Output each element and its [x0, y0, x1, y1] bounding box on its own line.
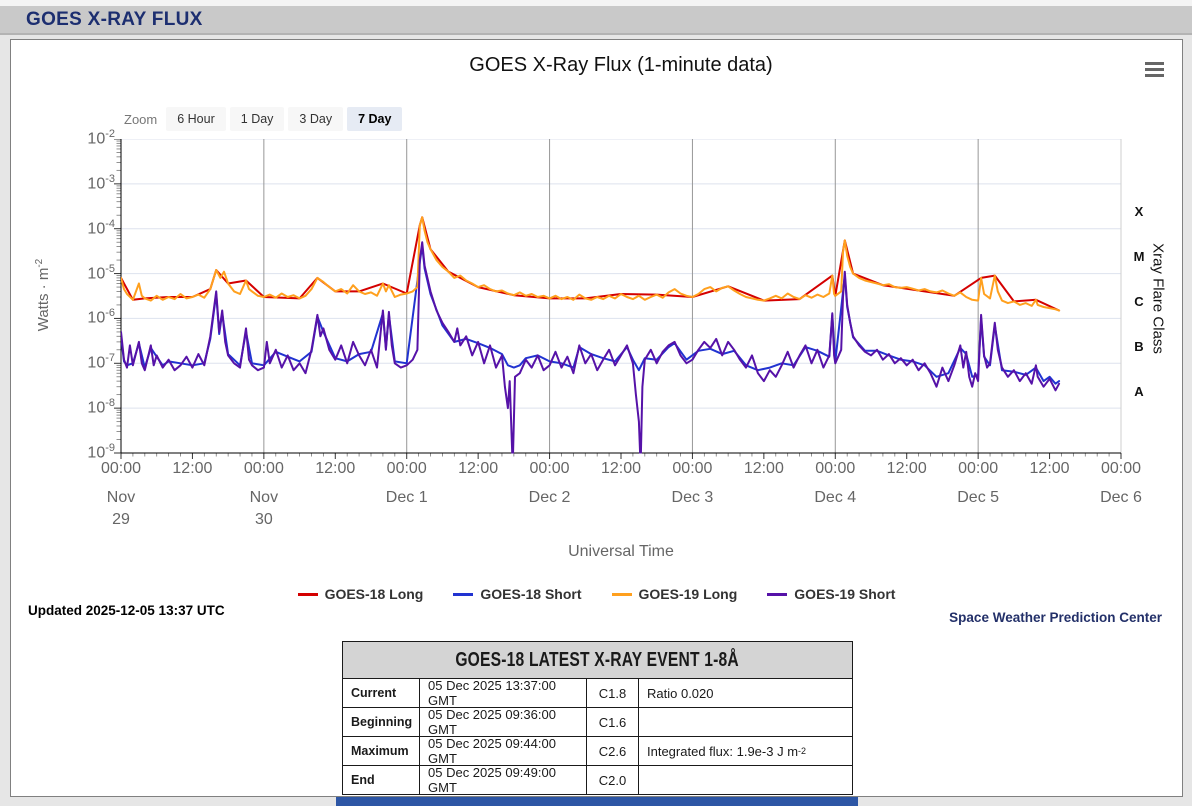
x-axis-date-label: Dec 3 — [671, 489, 714, 506]
legend-label: GOES-19 Short — [794, 586, 896, 602]
y-axis-tick-label: 10-2 — [87, 128, 115, 148]
right-axis-title: Xray Flare Class — [1149, 243, 1167, 354]
plot-area[interactable] — [111, 139, 1131, 469]
x-axis-time-label: 00:00 — [815, 460, 856, 477]
x-axis-time-label: 12:00 — [600, 460, 642, 477]
zoom-controls: Zoom 6 Hour 1 Day 3 Day 7 Day — [124, 106, 406, 132]
x-axis-date-label: Dec 5 — [957, 489, 1000, 506]
legend-swatch — [767, 592, 788, 596]
zoom-button-7day[interactable]: 7 Day — [347, 107, 403, 131]
table-row-current: Current 05 Dec 2025 13:37:00 GMT C1.8 Ra… — [343, 679, 852, 708]
legend-swatch — [611, 592, 632, 596]
zoom-label: Zoom — [124, 111, 158, 127]
x-axis-date-label: Nov 29 — [106, 489, 136, 528]
series-goes-19-long — [121, 216, 1061, 312]
row-class: C1.8 — [587, 679, 639, 707]
x-axis-title: Universal Time — [568, 543, 674, 560]
row-label: Maximum — [343, 737, 420, 765]
row-note — [639, 766, 851, 794]
x-axis-time-label: 12:00 — [172, 460, 213, 477]
legend-label: GOES-19 Long — [638, 586, 738, 602]
x-axis-time-label: 00:00 — [243, 460, 284, 477]
row-note — [639, 708, 851, 736]
zoom-button-3day[interactable]: 3 Day — [288, 107, 344, 131]
legend-item-goes-18-long[interactable]: GOES-18 Long — [297, 586, 424, 602]
flare-class-label-a: A — [1134, 383, 1144, 399]
row-note: Integrated flux: 1.9e-3 J m -2 — [647, 743, 807, 759]
table-row-beginning: Beginning 05 Dec 2025 09:36:00 GMT C1.6 — [343, 708, 852, 737]
x-axis-time-label: 00:00 — [100, 460, 142, 477]
zoom-button-6hour[interactable]: 6 Hour — [166, 107, 226, 131]
row-class: C1.6 — [587, 708, 639, 736]
table-row-maximum: Maximum 05 Dec 2025 09:44:00 GMT C2.6 In… — [343, 737, 852, 766]
legend-swatch — [297, 592, 318, 596]
y-axis-tick-label: 10-3 — [87, 172, 115, 193]
x-axis-time-label: 00:00 — [958, 460, 999, 477]
y-axis-tick-label: 10-4 — [87, 217, 115, 238]
chart-panel: GOES X-Ray Flux (1-minute data) Zoom 6 H… — [10, 39, 1183, 797]
x-axis-time-label: 00:00 — [672, 460, 713, 477]
x-axis-date-label: Dec 1 — [385, 489, 428, 506]
flare-class-label-x: X — [1134, 204, 1144, 220]
x-axis-time-label: 12:00 — [743, 460, 784, 477]
event-table-title: GOES-18 LATEST X-RAY EVENT 1-8Å — [343, 642, 852, 679]
y-axis-tick-label: 10-9 — [87, 442, 115, 462]
legend-label: GOES-18 Long — [324, 586, 424, 602]
legend-label: GOES-18 Short — [480, 586, 582, 602]
row-class: C2.6 — [587, 737, 639, 765]
section-title: GOES X-RAY FLUX — [26, 8, 203, 30]
x-axis-date-label: Dec 2 — [528, 489, 571, 506]
row-time: 05 Dec 2025 09:36:00 GMT — [420, 708, 587, 736]
y-axis-tick-label: 10-6 — [87, 307, 115, 327]
row-time: 05 Dec 2025 13:37:00 GMT — [420, 679, 587, 707]
x-axis-time-label: 00:00 — [386, 460, 427, 477]
x-axis-date-label: Dec 4 — [814, 489, 857, 506]
y-axis-tick-label: 10-8 — [87, 397, 115, 417]
updated-timestamp: Updated 2025-12-05 13:37 UTC — [28, 603, 225, 618]
x-axis-time-label: 12:00 — [315, 460, 356, 477]
series-goes-19-short — [121, 241, 1061, 454]
chart-title: GOES X-Ray Flux (1-minute data) — [469, 54, 773, 76]
flare-class-label-c: C — [1134, 294, 1144, 309]
x-axis-time-label: 00:00 — [529, 460, 570, 477]
x-axis-date-label: Nov 30 — [249, 489, 279, 528]
row-time: 05 Dec 2025 09:44:00 GMT — [420, 737, 587, 765]
x-axis-time-label: 12:00 — [458, 460, 499, 477]
page-top-strip — [0, 0, 1192, 6]
legend-item-goes-19-short[interactable]: GOES-19 Short — [767, 586, 895, 602]
y-axis-tick-label: 10-5 — [87, 262, 115, 282]
hamburger-icon[interactable] — [1145, 62, 1164, 80]
flare-class-label-b: B — [1134, 338, 1144, 354]
row-note: Ratio 0.020 — [647, 685, 714, 701]
legend-item-goes-18-short[interactable]: GOES-18 Short — [453, 586, 582, 602]
x-axis-time-label: 00:00 — [1100, 460, 1142, 477]
flare-class-label-m: M — [1133, 249, 1145, 265]
xray-event-table: GOES-18 LATEST X-RAY EVENT 1-8Å Current … — [342, 641, 853, 795]
x-axis-time-label: 12:00 — [1029, 460, 1070, 477]
x-axis-time-label: 12:00 — [886, 460, 927, 477]
row-time: 05 Dec 2025 09:49:00 GMT — [420, 766, 587, 794]
row-class: C2.0 — [587, 766, 639, 794]
row-label: End — [343, 766, 420, 794]
bottom-scrollbar[interactable] — [336, 797, 858, 806]
row-label: Beginning — [343, 708, 420, 736]
zoom-button-1day[interactable]: 1 Day — [229, 107, 285, 131]
attribution-text: Space Weather Prediction Center — [949, 610, 1162, 625]
x-axis-date-label: Dec 6 — [1100, 489, 1142, 506]
row-label: Current — [343, 679, 420, 707]
table-row-end: End 05 Dec 2025 09:49:00 GMT C2.0 — [343, 766, 852, 794]
section-title-bar: GOES X-RAY FLUX — [0, 6, 1192, 35]
y-axis-tick-label: 10-7 — [87, 352, 115, 372]
chart-legend: GOES-18 Long GOES-18 Short GOES-19 Long GOE… — [11, 586, 1182, 602]
legend-swatch — [453, 592, 474, 596]
legend-item-goes-19-long[interactable]: GOES-19 Long — [611, 586, 738, 602]
